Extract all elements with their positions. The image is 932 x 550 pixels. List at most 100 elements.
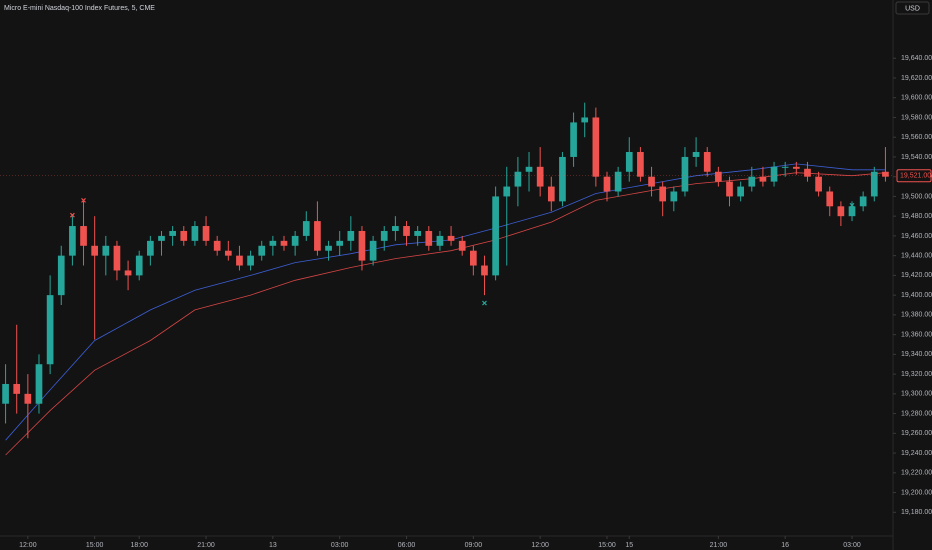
- candle-body: [414, 230, 421, 236]
- candle-body: [648, 176, 655, 187]
- candle-body: [57, 255, 65, 296]
- candle-body: [147, 240, 154, 256]
- x-tick-label: 15: [625, 542, 633, 549]
- candle-body: [358, 230, 366, 261]
- candle-body: [659, 186, 667, 202]
- x-tick-label: 03:00: [331, 542, 349, 549]
- x-tick-label: 12:00: [19, 542, 37, 549]
- candle-body: [269, 240, 277, 246]
- candle-body: [302, 221, 310, 236]
- candle-body: [570, 122, 577, 157]
- y-tick-label: 19,540.00: [901, 154, 932, 161]
- candle-body: [347, 230, 355, 241]
- last-price-label: 19,521.00: [900, 173, 931, 180]
- candle-body: [559, 156, 566, 202]
- y-tick-label: 19,180.00: [901, 509, 932, 516]
- y-tick-label: 19,200.00: [901, 489, 932, 496]
- candle-body: [481, 265, 488, 276]
- signal-marker: [81, 197, 86, 203]
- candle-body: [804, 168, 811, 177]
- candle-body: [135, 255, 143, 276]
- candle-body: [69, 226, 76, 256]
- candle-body: [91, 245, 99, 256]
- candle-body: [447, 235, 455, 241]
- candle-body: [770, 166, 778, 182]
- candle-body: [781, 166, 789, 168]
- y-tick-label: 19,620.00: [901, 75, 932, 82]
- currency-label[interactable]: USD: [905, 5, 920, 12]
- candle-body: [46, 295, 54, 365]
- x-tick-label: 18:00: [130, 542, 148, 549]
- signal-marker: [69, 212, 75, 218]
- candle-body: [380, 230, 388, 241]
- x-tick-label: 21:00: [710, 542, 728, 549]
- candle-body: [547, 186, 555, 202]
- candle-body: [13, 383, 21, 394]
- x-tick-label: 06:00: [398, 542, 416, 549]
- candle-body: [614, 171, 622, 192]
- candle-body: [703, 152, 711, 172]
- candle-body: [792, 166, 800, 169]
- candle-body: [603, 176, 611, 192]
- candle-body: [715, 171, 722, 182]
- candle-body: [681, 156, 689, 192]
- candle-body: [536, 166, 544, 187]
- y-tick-label: 19,500.00: [901, 193, 932, 200]
- candle-body: [247, 255, 254, 266]
- candle-body: [291, 235, 299, 246]
- candle-body: [581, 117, 589, 123]
- candle-body: [436, 235, 444, 246]
- y-tick-label: 19,600.00: [901, 95, 932, 102]
- candle-body: [815, 176, 822, 192]
- y-tick-label: 19,260.00: [901, 430, 932, 437]
- chart-title: Micro E-mini Nasdaq-100 Index Futures, 5…: [4, 5, 155, 12]
- candle-body: [425, 230, 433, 246]
- y-tick-label: 19,340.00: [901, 351, 932, 358]
- currency-button[interactable]: [895, 1, 930, 15]
- candle-body: [202, 226, 210, 241]
- x-tick-label: 15:00: [598, 542, 616, 549]
- candle-body: [258, 245, 266, 256]
- candle-body: [158, 235, 165, 241]
- candle-body: [236, 255, 243, 266]
- candle-body: [102, 245, 110, 256]
- y-tick-label: 19,460.00: [901, 233, 932, 240]
- candle-body: [325, 245, 332, 251]
- y-tick-label: 19,280.00: [901, 410, 932, 417]
- candle-body: [870, 171, 878, 197]
- candle-body: [848, 206, 856, 217]
- y-tick-label: 19,640.00: [901, 55, 932, 62]
- candle-body: [80, 226, 87, 246]
- candle-body: [2, 383, 9, 404]
- candle-body: [24, 393, 32, 404]
- x-tick-label: 21:00: [197, 542, 215, 549]
- candle-body: [392, 226, 399, 231]
- y-tick-label: 19,480.00: [901, 213, 932, 220]
- candle-body: [859, 196, 867, 207]
- x-tick-label: 09:00: [465, 542, 483, 549]
- candle-body: [692, 152, 700, 157]
- candle-body: [280, 240, 288, 246]
- candle-body: [592, 117, 600, 177]
- y-tick-label: 19,240.00: [901, 450, 932, 457]
- candle-body: [314, 221, 321, 251]
- candle-body: [837, 206, 845, 217]
- y-tick-label: 19,300.00: [901, 391, 932, 398]
- candle-body: [726, 181, 733, 197]
- x-tick-label: 15:00: [86, 542, 104, 549]
- candle-body: [759, 176, 767, 182]
- y-tick-label: 19,380.00: [901, 312, 932, 319]
- candle-body: [458, 240, 466, 251]
- y-tick-label: 19,440.00: [901, 252, 932, 259]
- candle-body: [336, 240, 344, 246]
- candle-body: [35, 364, 43, 404]
- candle-body: [213, 240, 221, 251]
- candle-body: [625, 152, 633, 172]
- candle-body: [748, 176, 756, 187]
- signal-marker: [849, 202, 855, 208]
- y-tick-label: 19,360.00: [901, 331, 932, 338]
- candle-body: [403, 226, 410, 236]
- candle-body: [492, 196, 499, 276]
